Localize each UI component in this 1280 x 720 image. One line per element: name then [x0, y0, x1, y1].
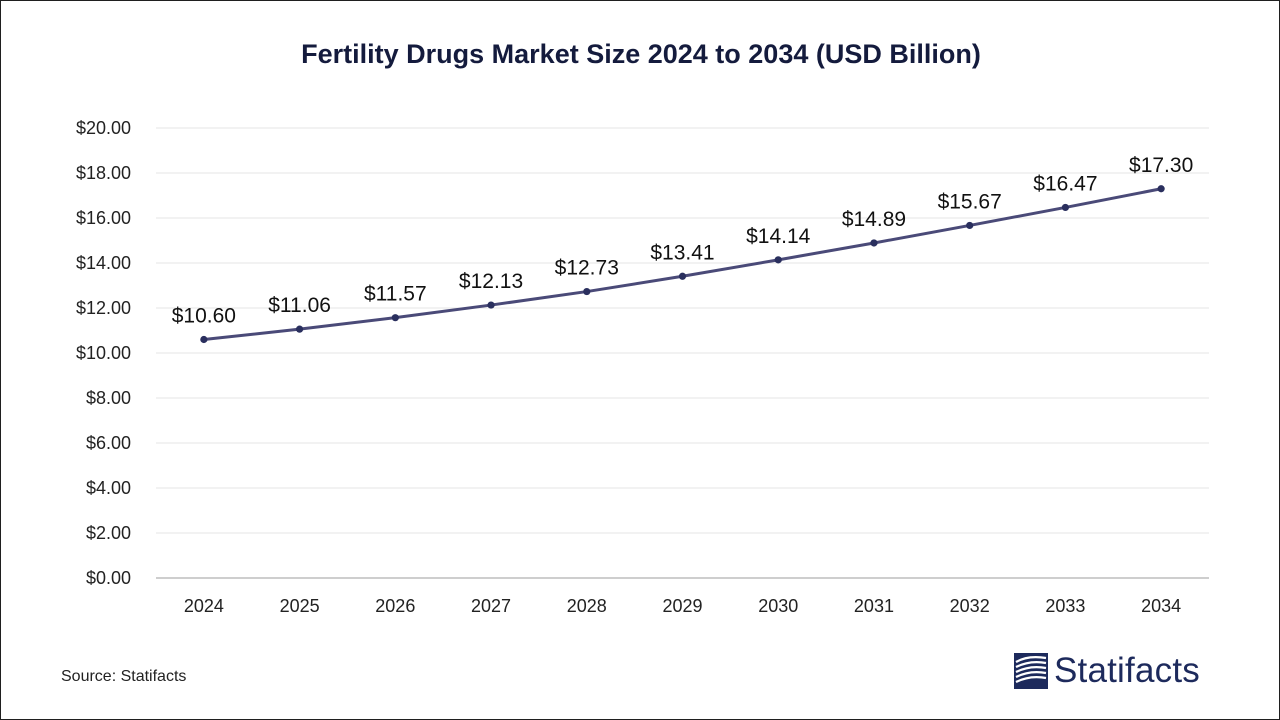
y-axis: $0.00 $2.00 $4.00 $6.00 $8.00 $10.00 $12.00 $14…	[76, 118, 131, 588]
data-point	[583, 287, 591, 296]
y-tick-label: $20.00	[76, 118, 131, 138]
data-point	[295, 325, 304, 333]
data-point	[391, 314, 399, 322]
y-tick-label: $0.00	[86, 568, 131, 588]
data-point	[1157, 185, 1165, 193]
data-label: $14.14	[746, 225, 811, 248]
data-point	[487, 301, 495, 309]
x-tick-label: 2028	[567, 596, 607, 616]
brand-logo: Statifacts	[1014, 649, 1200, 693]
data-label: $11.06	[268, 294, 331, 317]
series-market-size: $10.60 $11.06 $11.57 $12.13 $12.73 $13.41 $14.…	[172, 154, 1193, 344]
data-point	[774, 256, 782, 264]
x-axis: 2024 2025 2026 2027 2028 2029 2030 2031 2032 2033…	[156, 577, 1209, 616]
y-tick-label: $2.00	[86, 523, 131, 543]
data-label: $16.47	[1033, 172, 1097, 195]
x-tick-label: 2033	[1045, 596, 1085, 616]
y-tick-label: $10.00	[76, 343, 131, 363]
x-tick-label: 2032	[950, 596, 990, 616]
data-label: $14.89	[842, 208, 906, 231]
y-tick-label: $8.00	[86, 388, 131, 408]
chart-title: Fertility Drugs Market Size 2024 to 2034…	[301, 39, 981, 69]
x-tick-label: 2025	[280, 596, 320, 616]
y-tick-label: $14.00	[76, 253, 131, 273]
data-point	[200, 335, 208, 344]
x-tick-label: 2024	[184, 596, 224, 616]
data-label: $12.13	[459, 270, 523, 293]
data-label: $11.57	[364, 283, 427, 306]
data-label: $17.30	[1129, 154, 1193, 177]
y-tick-label: $6.00	[86, 433, 131, 453]
data-point	[678, 272, 687, 280]
brand-name: Statifacts	[1054, 651, 1200, 690]
x-tick-label: 2029	[662, 596, 702, 616]
data-label: $15.67	[938, 190, 1002, 213]
x-tick-label: 2027	[471, 596, 511, 616]
source-note: Source: Statifacts	[61, 668, 187, 685]
statifacts-logo-icon	[1014, 653, 1048, 689]
data-label: $12.73	[555, 257, 619, 280]
x-tick-label: 2031	[854, 596, 894, 616]
x-tick-label: 2030	[758, 596, 798, 616]
data-label: $13.41	[650, 241, 714, 264]
gridlines	[156, 127, 1209, 534]
x-tick-label: 2034	[1141, 596, 1181, 616]
y-tick-label: $12.00	[76, 298, 131, 318]
data-label: $10.60	[172, 305, 236, 328]
y-tick-label: $4.00	[86, 478, 131, 498]
x-tick-label: 2026	[375, 596, 415, 616]
data-point	[1061, 203, 1070, 212]
y-tick-label: $16.00	[76, 208, 131, 228]
y-tick-label: $18.00	[76, 163, 131, 183]
data-point	[966, 221, 974, 230]
data-point	[870, 239, 878, 247]
